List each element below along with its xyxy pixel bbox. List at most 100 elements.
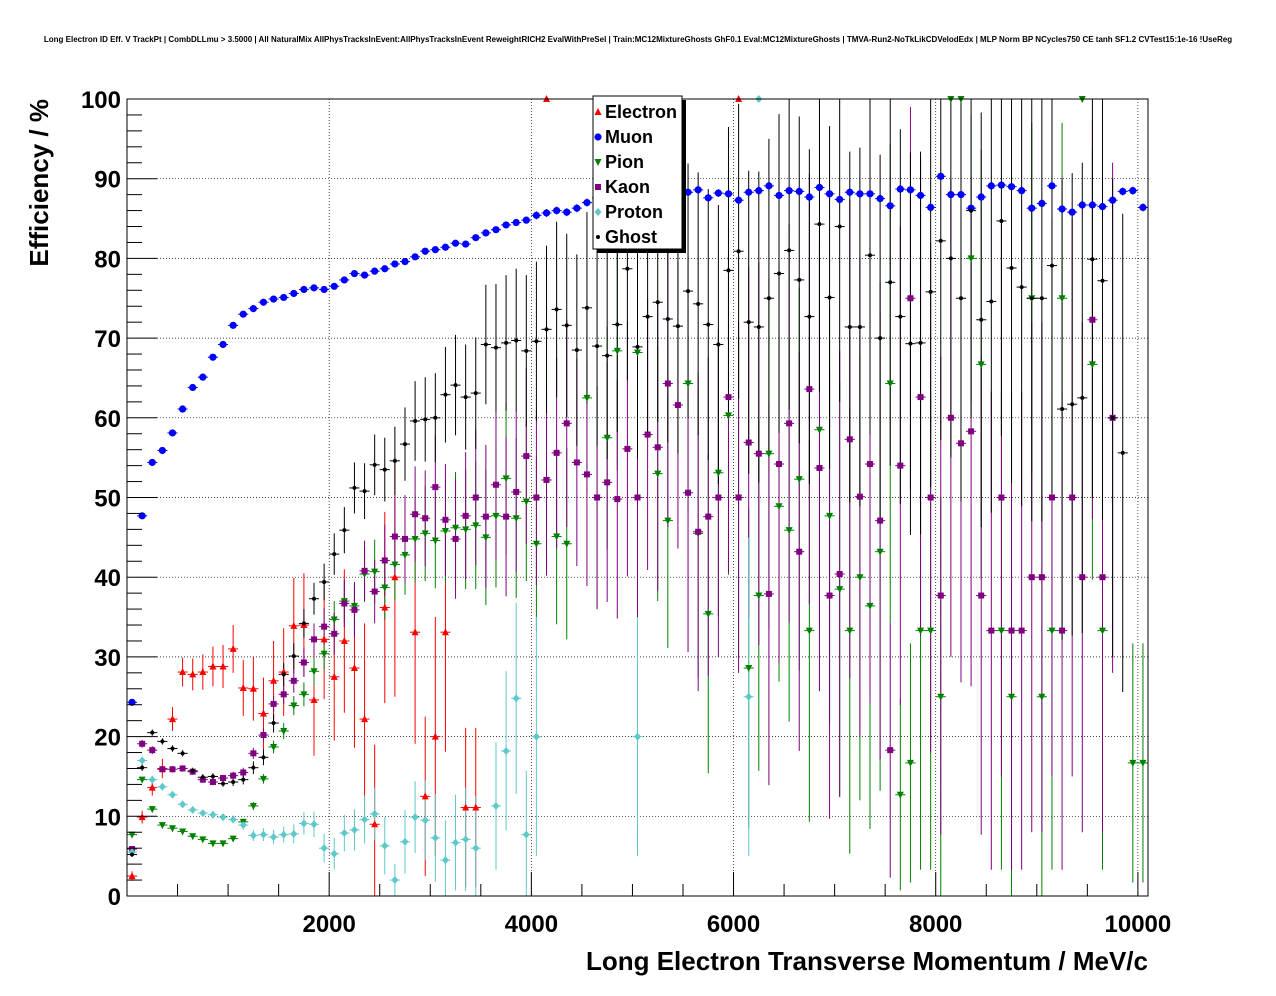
ghost-point xyxy=(706,322,711,327)
kaon-point xyxy=(705,513,712,520)
pion-point xyxy=(745,665,753,673)
legend-entries: Electron Muon Pion Kaon Proton Ghost xyxy=(594,102,677,247)
pion-point xyxy=(553,533,561,541)
electron-point xyxy=(189,670,197,678)
muon-point xyxy=(300,285,308,294)
ghost-point xyxy=(392,458,397,463)
legend-box xyxy=(592,95,683,250)
kaon-point xyxy=(715,494,722,501)
kaon-point xyxy=(311,636,318,643)
pion-point xyxy=(896,791,904,799)
kaon-point xyxy=(897,462,904,469)
pion-point xyxy=(805,627,813,635)
muon-point xyxy=(462,240,470,248)
pion-point xyxy=(532,540,540,548)
kaon-point xyxy=(361,567,368,574)
ghost-point xyxy=(1070,402,1075,407)
pion-point xyxy=(290,702,298,710)
muon-point xyxy=(1018,187,1026,195)
kaon-point xyxy=(199,776,206,783)
pion-point xyxy=(522,498,530,506)
pion-point xyxy=(977,361,985,369)
ghost-point xyxy=(1100,278,1105,283)
proton-point xyxy=(168,790,176,799)
pion-point xyxy=(654,470,662,478)
pion-point xyxy=(270,743,278,751)
kaon-point xyxy=(654,444,661,451)
electron-point xyxy=(371,820,379,828)
electron-point xyxy=(441,628,449,636)
pion-point xyxy=(997,627,1005,635)
pion-point xyxy=(927,627,935,635)
ghost-point xyxy=(746,320,751,325)
ghost-point xyxy=(928,289,933,294)
kaon-point xyxy=(472,494,479,501)
ghost-point xyxy=(696,301,701,306)
pion-point xyxy=(259,775,267,783)
pion-point xyxy=(724,412,732,420)
pion-point xyxy=(492,512,500,520)
muon-point xyxy=(451,239,460,247)
ghost-point xyxy=(180,751,185,756)
muon-point xyxy=(280,293,288,302)
electron-point xyxy=(290,621,298,629)
muon-point xyxy=(441,243,450,251)
ghost-point xyxy=(544,327,549,332)
kaon-point xyxy=(1048,494,1055,501)
legend-marker-muon xyxy=(594,133,602,141)
kaon-point xyxy=(695,528,702,535)
ghost-point xyxy=(686,289,691,294)
muon-point xyxy=(876,195,884,203)
ghost-point xyxy=(989,299,994,304)
legend-marker-pion xyxy=(594,159,602,166)
ghost-point xyxy=(1019,285,1024,290)
muon-point xyxy=(350,269,359,278)
muon-point xyxy=(229,321,237,329)
kaon-point xyxy=(260,732,267,739)
kaon-point xyxy=(806,386,813,393)
pion-point xyxy=(229,835,237,843)
proton-point xyxy=(512,694,520,703)
ghost-point xyxy=(807,314,812,319)
ghost-error-bars xyxy=(127,99,1128,857)
kaon-point xyxy=(624,445,631,452)
y-tick-label: 40 xyxy=(94,565,121,592)
muon-point xyxy=(209,353,217,361)
muon-point xyxy=(745,188,753,196)
kaon-point xyxy=(300,659,307,666)
proton-point xyxy=(249,831,257,840)
muon-point xyxy=(290,289,298,298)
ghost-point xyxy=(322,579,327,584)
kaon-point xyxy=(391,533,398,540)
pion-point xyxy=(755,592,763,600)
ghost-point xyxy=(402,442,407,447)
muon-point xyxy=(896,185,904,193)
pion-point xyxy=(391,561,399,569)
kaon-point xyxy=(776,461,783,468)
proton-point xyxy=(310,820,318,829)
kaon-point xyxy=(563,420,570,427)
kaon-point xyxy=(220,775,227,782)
ghost-point xyxy=(554,307,559,312)
muon-point xyxy=(128,698,136,706)
proton-point xyxy=(320,844,328,853)
kaon-series xyxy=(129,295,1116,852)
pion-point xyxy=(775,503,783,511)
muon-point xyxy=(199,373,207,381)
pion-point xyxy=(1048,627,1056,635)
ghost-point xyxy=(524,348,529,353)
electron-point xyxy=(168,715,176,723)
pion-point xyxy=(563,540,571,548)
pion-point xyxy=(876,548,884,556)
pion-point xyxy=(1038,693,1046,701)
ghost-point xyxy=(433,415,438,420)
pion-point xyxy=(684,380,692,388)
ghost-point xyxy=(473,391,478,396)
kaon-point xyxy=(917,394,924,401)
pion-point xyxy=(219,840,227,848)
y-tick-label: 80 xyxy=(94,246,121,273)
ghost-point xyxy=(938,238,943,243)
muon-point xyxy=(755,187,763,195)
pion-point xyxy=(381,584,389,592)
muon-point xyxy=(421,247,429,255)
